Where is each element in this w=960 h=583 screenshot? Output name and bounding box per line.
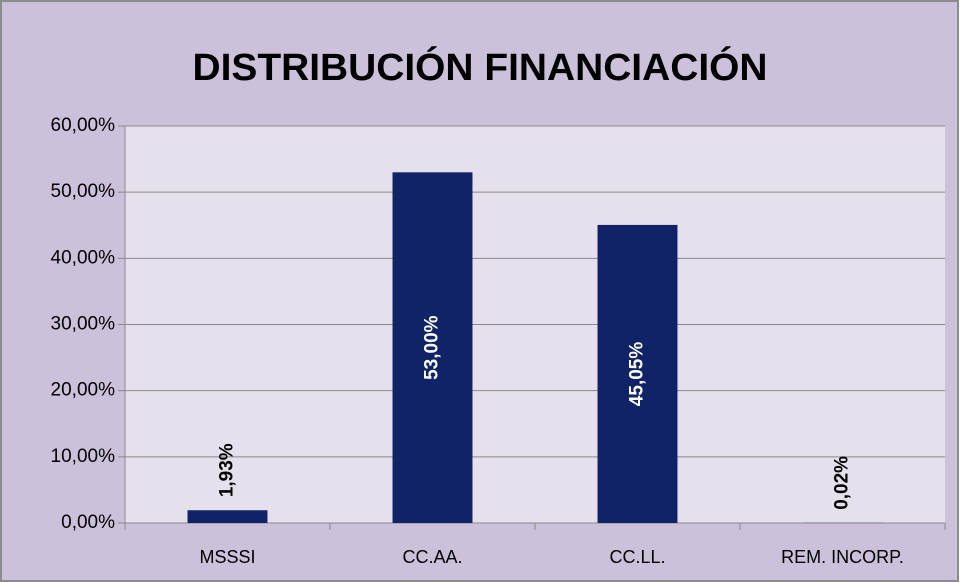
data-label: 45,05% <box>627 342 648 407</box>
data-label: 0,02% <box>832 456 853 510</box>
y-tick-label: 60,00% <box>51 115 116 136</box>
x-tick-label: CC.LL. <box>609 547 665 567</box>
y-tick-label: 50,00% <box>51 181 116 202</box>
y-tick-label: 30,00% <box>51 314 116 335</box>
bar <box>392 172 473 524</box>
x-tick-label: REM. INCORP. <box>781 547 904 567</box>
x-tick-label: CC.AA. <box>402 547 462 567</box>
y-tick-label: 10,00% <box>51 446 116 467</box>
y-tick-label: 0,00% <box>61 512 115 533</box>
bar <box>597 224 678 523</box>
y-tick-label: 40,00% <box>51 247 116 268</box>
data-label: 53,00% <box>422 315 443 380</box>
y-tick-label: 20,00% <box>51 380 116 401</box>
data-label: 1,93% <box>217 443 238 497</box>
bar <box>187 510 268 523</box>
chart-title: DISTRIBUCIÓN FINANCIACIÓN <box>193 45 768 89</box>
x-tick-label: MSSSI <box>199 547 255 567</box>
